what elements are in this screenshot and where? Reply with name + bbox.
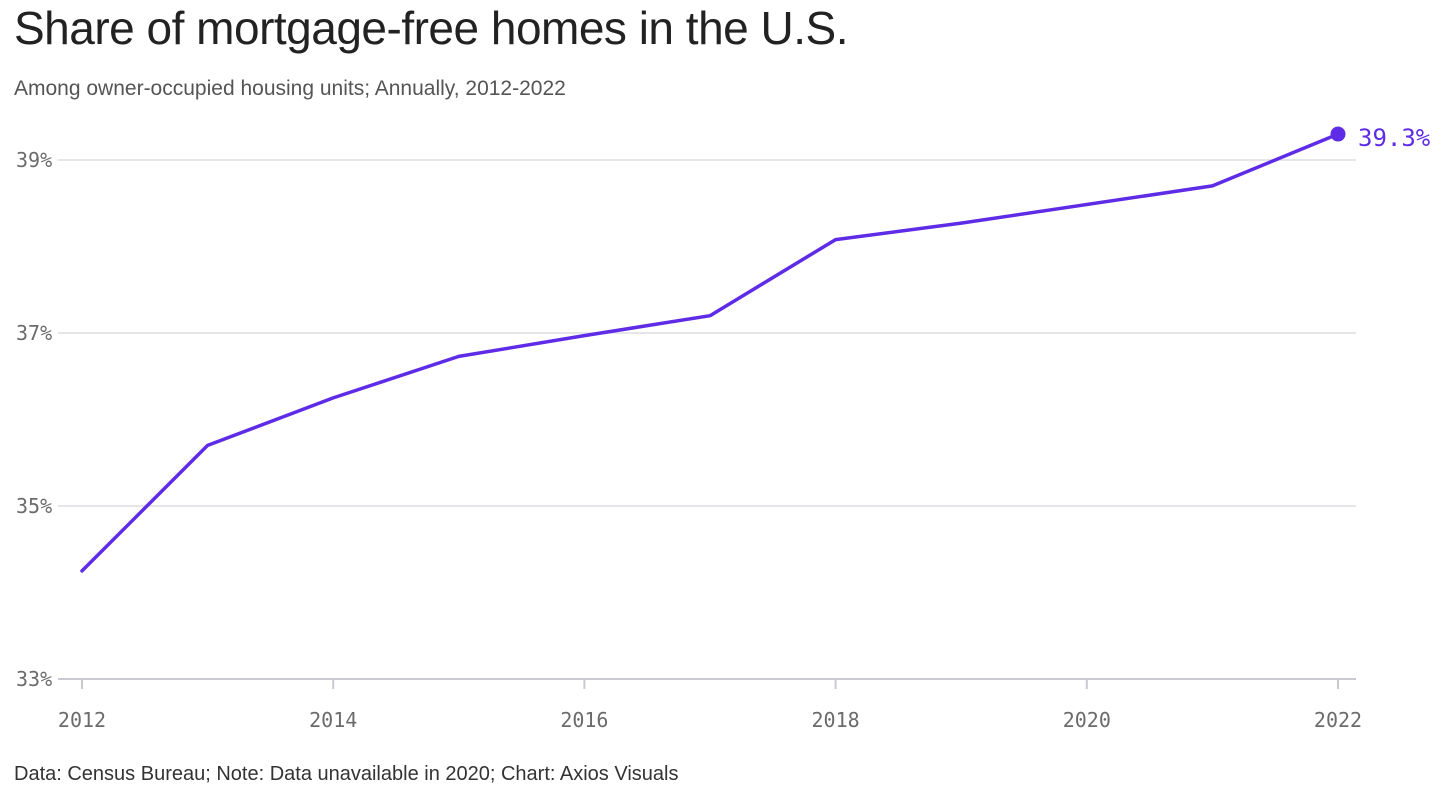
endpoint-value-label: 39.3%: [1358, 124, 1431, 152]
y-tick-label: 37%: [16, 321, 52, 345]
gridlines: [58, 159, 1356, 680]
source-note: Data: Census Bureau; Note: Data unavaila…: [14, 763, 679, 785]
endpoint-marker: [1330, 126, 1346, 142]
x-tick-label: 2018: [812, 708, 860, 732]
x-tick-label: 2022: [1314, 708, 1362, 732]
x-axis: [81, 679, 1339, 689]
x-tick-label: 2020: [1063, 708, 1111, 732]
series-layer: [80, 132, 1340, 573]
x-tick-label: 2016: [560, 708, 608, 732]
y-tick-label: 35%: [16, 494, 52, 518]
series-line: [80, 132, 1340, 573]
y-tick-label: 39%: [16, 148, 52, 172]
chart-subtitle: Among owner-occupied housing units; Annu…: [14, 77, 566, 100]
chart-title: Share of mortgage-free homes in the U.S.: [14, 2, 849, 54]
y-axis-ticks: 33% 35% 37% 39%: [16, 148, 52, 691]
y-tick-label: 33%: [16, 667, 52, 691]
x-axis-ticks: 2012 2014 2016 2018 2020 2022: [58, 708, 1362, 732]
x-tick-label: 2014: [309, 708, 357, 732]
x-tick-label: 2012: [58, 708, 106, 732]
annotations: 39.3%: [1330, 124, 1431, 152]
